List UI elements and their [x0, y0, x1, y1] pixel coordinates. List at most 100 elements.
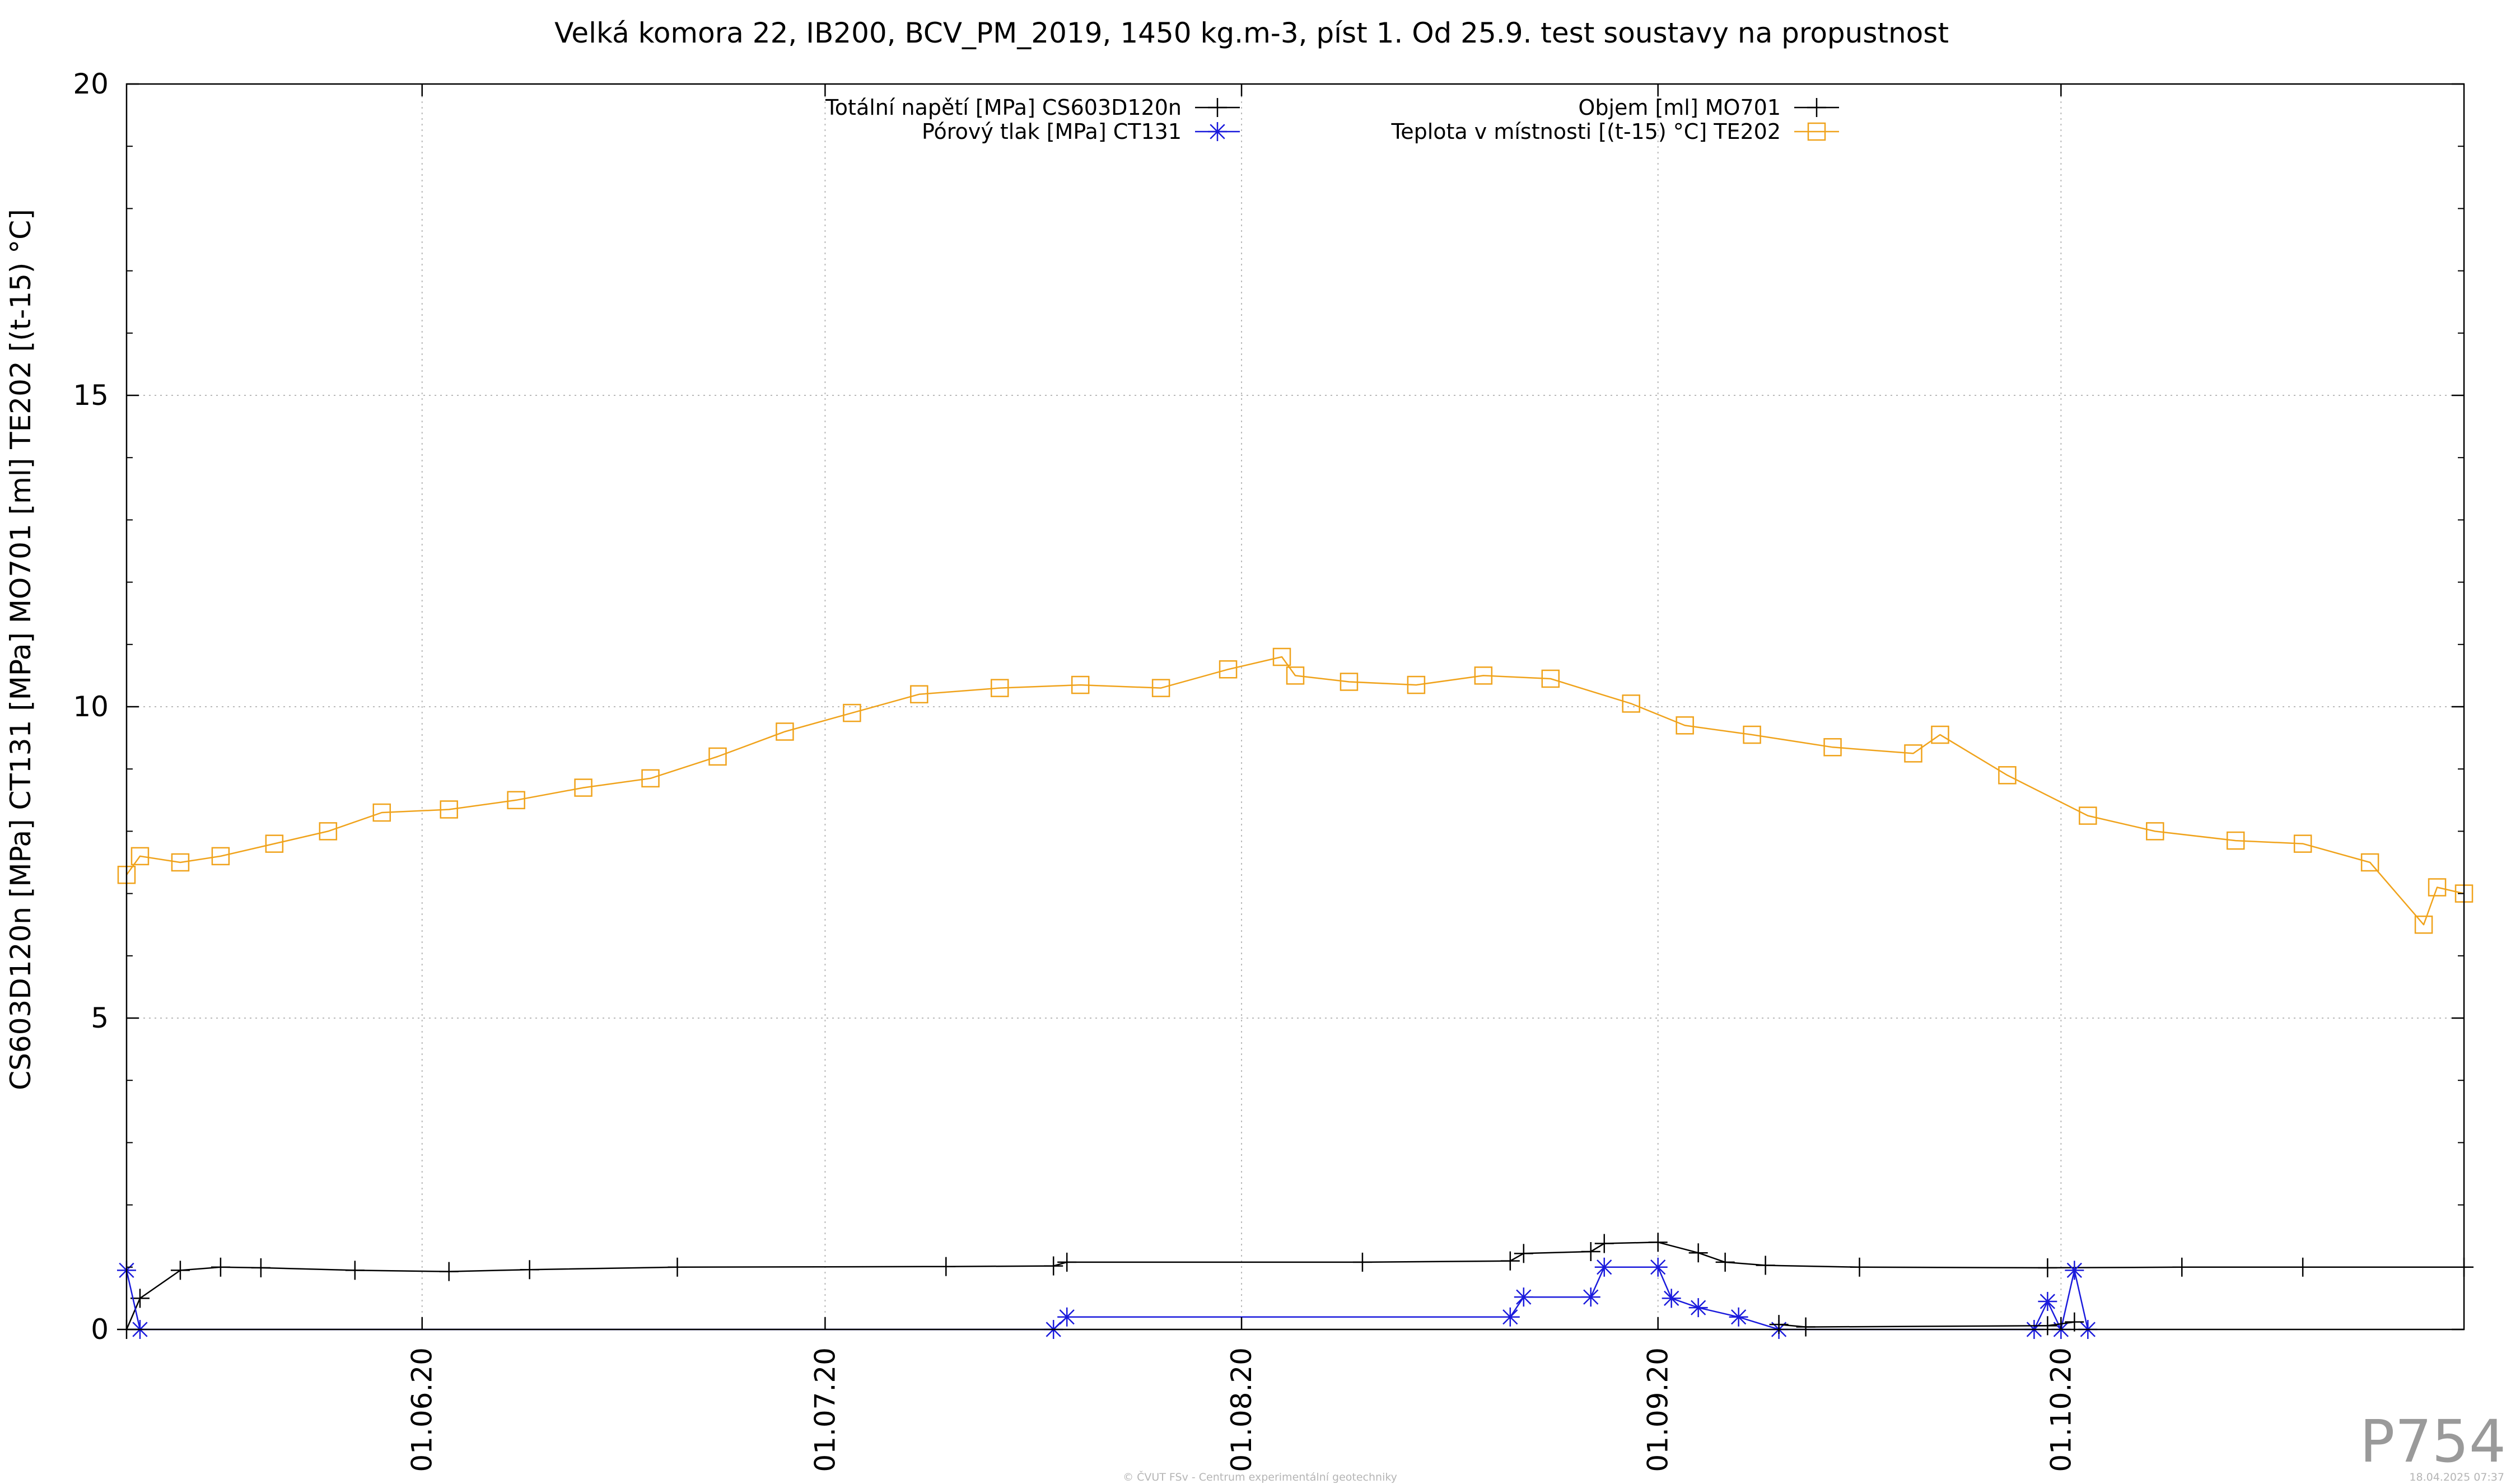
y-tick-label: 20 [73, 68, 109, 100]
data-point-cs603d120n [345, 1261, 365, 1280]
data-point-cs603d120n [1057, 1252, 1077, 1272]
data-point-ct131 [1581, 1287, 1600, 1307]
data-point-te202 [507, 791, 525, 810]
data-point-cs603d120n [1514, 1244, 1533, 1263]
data-point-te202 [776, 722, 794, 741]
data-point-cs603d120n [439, 1262, 459, 1281]
data-point-mo701 [1796, 1317, 1816, 1337]
data-point-cs603d120n [1648, 1233, 1668, 1252]
data-point-cs603d120n [1850, 1257, 1869, 1277]
legend-swatch-marker-d2 [1210, 124, 1225, 139]
data-point-te202 [2293, 834, 2312, 853]
data-point-te202 [2428, 878, 2447, 897]
data-point-te202 [1743, 725, 1761, 744]
data-point-mo701 [2038, 1316, 2057, 1336]
data-point-cs603d120n [1756, 1256, 1775, 1275]
data-point-ct131-d2 [1516, 1289, 1532, 1305]
data-point-te202 [708, 747, 727, 766]
data-point-ct131-d2 [1059, 1309, 1075, 1325]
data-point-ct131 [1057, 1307, 1077, 1327]
data-point-te202 [1474, 666, 1493, 685]
data-point-ct131-d2 [1583, 1289, 1599, 1305]
data-point-te202 [440, 800, 458, 819]
data-point-cs603d120n [1581, 1242, 1600, 1261]
data-point-cs603d120n [1594, 1234, 1614, 1253]
data-point-cs603d120n [2038, 1258, 2057, 1277]
series-te202 [117, 647, 2474, 934]
data-point-ct131 [1662, 1289, 1681, 1308]
data-point-te202 [574, 778, 592, 797]
data-point-te202 [1622, 694, 1640, 713]
y-axis-label: CS603D120n [MPa] CT131 [MPa] MO701 [ml] … [4, 209, 37, 1090]
y-tick-label: 10 [73, 690, 109, 723]
data-point-te202 [1931, 725, 1949, 744]
data-point-te202 [1151, 679, 1170, 697]
data-point-te202 [1998, 766, 2017, 785]
data-point-cs603d120n [211, 1257, 230, 1277]
x-tick-label: 01.06.20 [406, 1347, 438, 1472]
legend-label: Totální napětí [MPa] CS603D120n [825, 95, 1182, 120]
footer-timestamp: 18.04.2025 07:37 [2409, 1471, 2504, 1483]
data-point-ct131 [2038, 1291, 2057, 1311]
data-point-ct131 [1648, 1257, 1668, 1277]
data-point-te202 [2360, 853, 2379, 872]
data-point-te202 [2146, 822, 2164, 841]
data-point-cs603d120n [1715, 1252, 1735, 1272]
data-point-cs603d120n [2172, 1257, 2192, 1277]
data-point-ct131-d2 [1597, 1259, 1612, 1275]
data-point-te202 [641, 769, 660, 788]
data-point-ct131 [1594, 1257, 1614, 1277]
y-tick-labels: 0 5 10 15 20 [73, 68, 109, 1346]
data-point-te202 [1904, 744, 1922, 763]
data-point-te202 [211, 847, 230, 866]
x-tick-label: 01.09.20 [1642, 1347, 1674, 1472]
data-point-te202 [1286, 666, 1305, 685]
legend-swatch-marker [1807, 122, 1826, 141]
watermark: P754 [2360, 1407, 2506, 1476]
data-point-te202 [1219, 660, 1238, 679]
chart-title: Velká komora 22, IB200, BCV_PM_2019, 145… [554, 17, 1949, 49]
data-point-te202 [2226, 831, 2245, 850]
y-tick-label: 0 [91, 1313, 109, 1346]
series-line-cs603d120n [125, 1242, 2464, 1330]
data-point-cs603d120n [170, 1261, 190, 1280]
data-point-ct131-d2 [1502, 1309, 1518, 1325]
data-point-ct131 [1688, 1298, 1708, 1318]
data-point-cs603d120n [130, 1289, 150, 1308]
y-tick-label: 15 [73, 379, 109, 412]
data-point-te202 [319, 822, 338, 841]
data-point-cs603d120n [1044, 1256, 1063, 1276]
data-point-te202 [1272, 647, 1291, 666]
data-point-te202 [991, 679, 1009, 697]
data-point-cs603d120n [1352, 1252, 1372, 1272]
legend-label: Teplota v místnosti [(t-15) °C] TE202 [1390, 119, 1781, 144]
data-point-ct131-d2 [2040, 1294, 2055, 1309]
data-point-cs603d120n [251, 1258, 270, 1277]
data-point-ct131 [1500, 1307, 1520, 1327]
x-tick-label: 01.10.20 [2045, 1347, 2077, 1472]
data-point-cs603d120n [1688, 1243, 1708, 1263]
data-point-te202 [265, 834, 284, 853]
data-point-te202 [130, 847, 150, 866]
data-point-ct131-d2 [2066, 1262, 2082, 1278]
data-point-te202 [1340, 673, 1359, 691]
data-point-cs603d120n [520, 1260, 539, 1280]
legend-label: Pórový tlak [MPa] CT131 [922, 119, 1182, 144]
data-point-cs603d120n [1500, 1251, 1520, 1271]
data-point-ct131-d2 [1730, 1309, 1747, 1325]
grid [127, 84, 2464, 1329]
data-point-cs603d120n [668, 1257, 687, 1277]
legend-swatch-marker [1807, 98, 1826, 117]
y-tick-label: 5 [91, 1002, 109, 1034]
x-tick-label: 01.07.20 [809, 1347, 841, 1472]
data-point-ct131 [1729, 1307, 1748, 1327]
series-layer [117, 647, 2474, 1339]
x-tick-labels: 01.06.20 01.07.20 01.08.20 01.09.20 01.10.20 [406, 1347, 2078, 1472]
data-point-cs603d120n [2293, 1257, 2313, 1277]
footer-copyright: © ČVUT FSv - Centrum experimentální geot… [1123, 1470, 1397, 1483]
x-tick-label: 01.08.20 [1225, 1347, 1258, 1472]
data-point-te202 [1541, 669, 1560, 688]
